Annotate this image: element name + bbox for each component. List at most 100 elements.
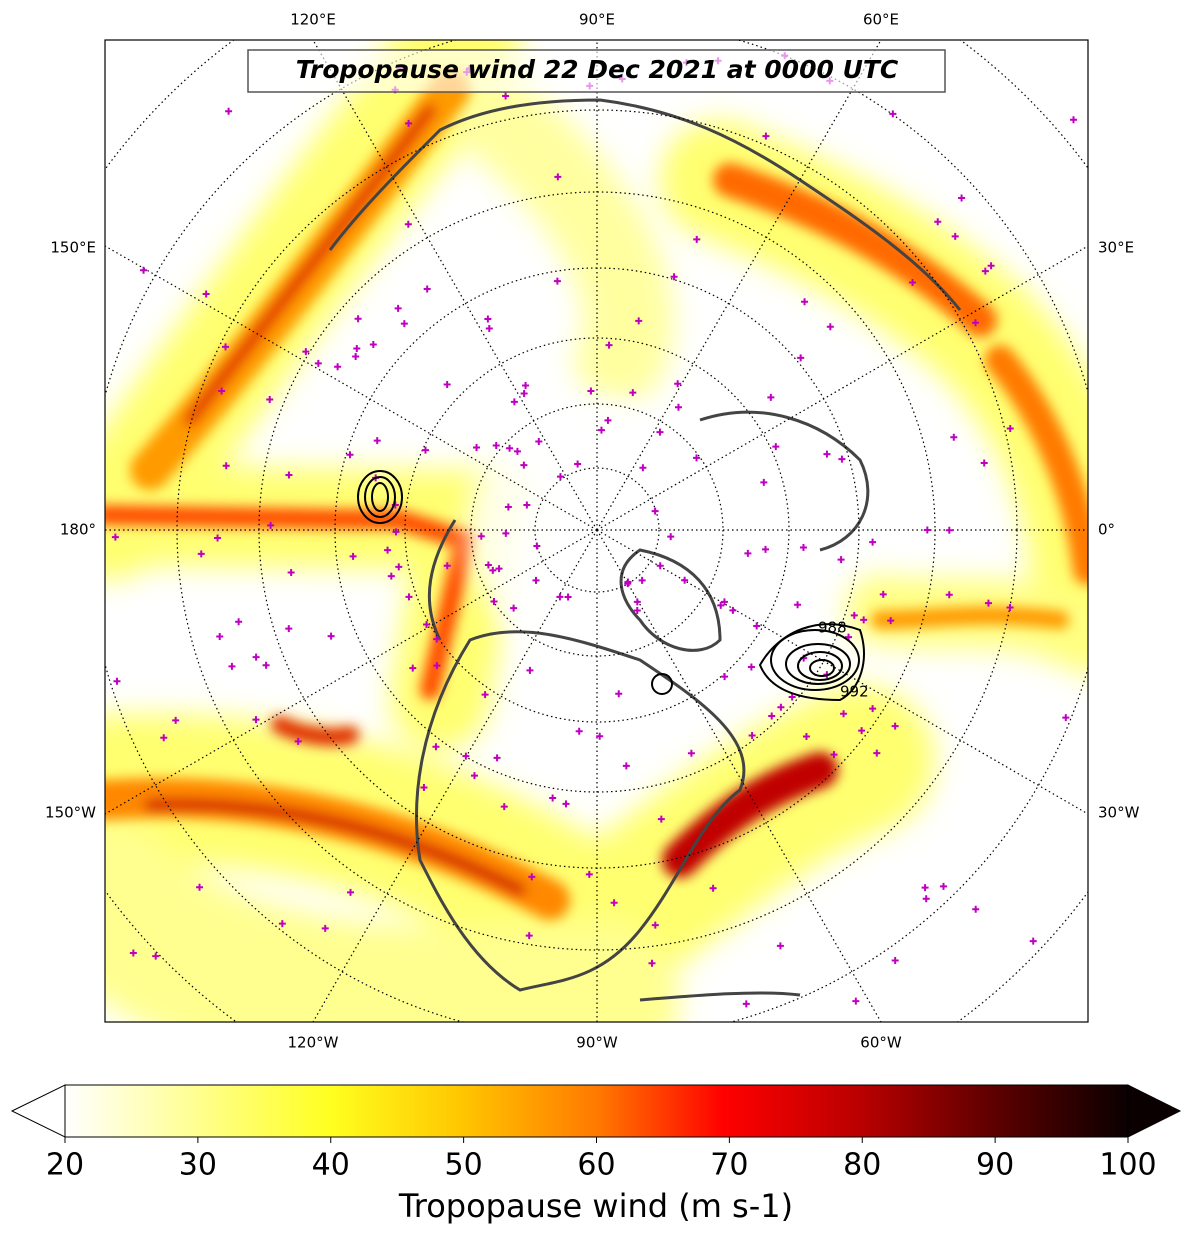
station-marker [945, 591, 953, 599]
station-marker [353, 345, 361, 353]
station-marker [443, 381, 451, 389]
station-marker [981, 267, 989, 275]
station-marker [615, 690, 623, 698]
station-marker [674, 380, 682, 388]
station-marker [484, 561, 492, 569]
station-marker [533, 542, 541, 550]
station-marker [526, 666, 534, 674]
station-marker [742, 1000, 750, 1008]
station-marker [354, 315, 362, 323]
station-marker [502, 92, 510, 100]
station-marker [285, 625, 293, 633]
station-marker [405, 119, 413, 127]
station-marker [492, 442, 500, 450]
station-marker [528, 873, 536, 881]
station-marker [753, 622, 761, 630]
station-marker [744, 549, 752, 557]
contour-label: 992 [840, 683, 869, 701]
longitude-label: 60°E [863, 11, 899, 29]
station-marker [945, 526, 953, 534]
station-marker [432, 743, 440, 751]
station-marker [799, 543, 807, 551]
station-marker [729, 606, 737, 614]
station-marker [638, 576, 646, 584]
station-marker [369, 341, 377, 349]
colorbar-tick-label: 100 [1099, 1148, 1156, 1183]
station-marker [574, 460, 582, 468]
colorbar-extend-max [1127, 1084, 1182, 1138]
station-marker [172, 716, 180, 724]
colorbar-tick-label: 60 [577, 1148, 615, 1183]
graticule [105, 40, 1088, 1022]
station-marker [687, 749, 695, 757]
station-marker [420, 784, 428, 792]
station-marker [987, 262, 995, 270]
station-marker [443, 562, 451, 570]
station-marker [721, 673, 729, 681]
station-marker [950, 433, 958, 441]
station-marker [984, 599, 992, 607]
station-marker [222, 462, 230, 470]
map-title: Tropopause wind 22 Dec 2021 at 0000 UTC [296, 55, 899, 84]
station-marker [909, 278, 917, 286]
station-marker [500, 803, 508, 811]
station-marker [473, 443, 481, 451]
station-marker [657, 815, 665, 823]
colorbar-scale [64, 1084, 1129, 1138]
station-marker [629, 389, 637, 397]
station-marker [635, 317, 643, 325]
title-box [247, 49, 946, 93]
station-marker [433, 635, 441, 643]
station-marker [1006, 603, 1014, 611]
station-marker [850, 611, 858, 619]
station-marker [830, 751, 838, 759]
colorbar-tick-label: 90 [976, 1148, 1014, 1183]
station-marker [400, 320, 408, 328]
station-marker [197, 550, 205, 558]
station-marker [656, 562, 664, 570]
station-marker [556, 473, 564, 481]
longitude-label: 30°E [1098, 239, 1134, 257]
station-marker [651, 921, 659, 929]
station-marker [717, 601, 725, 609]
station-marker [562, 800, 570, 808]
station-marker [214, 534, 222, 542]
station-marker [776, 942, 784, 950]
station-marker [352, 352, 360, 360]
station-marker [405, 593, 413, 601]
station-marker [433, 662, 441, 670]
station-marker [520, 461, 528, 469]
station-marker [860, 616, 868, 624]
station-marker [421, 446, 429, 454]
station-marker [622, 762, 630, 770]
station-marker [218, 387, 226, 395]
station-marker [748, 731, 756, 739]
longitude-label: 120°E [290, 11, 336, 29]
longitude-label: 30°W [1098, 804, 1140, 822]
station-marker [484, 315, 492, 323]
station-marker [610, 899, 618, 907]
colorbar-tick-label: 80 [843, 1148, 881, 1183]
colorbar-tick-label: 70 [710, 1148, 748, 1183]
station-marker [477, 532, 485, 540]
colorbar-tick-label: 50 [445, 1148, 483, 1183]
station-marker [656, 428, 664, 436]
station-marker [681, 576, 689, 584]
station-marker [346, 451, 354, 459]
station-marker [891, 957, 899, 965]
pressure-contours [357, 470, 865, 702]
station-marker [777, 703, 785, 711]
station-marker [462, 752, 470, 760]
station-marker [225, 107, 233, 115]
colorbar-tick-label: 30 [179, 1148, 217, 1183]
station-marker [972, 905, 980, 913]
station-marker [111, 533, 119, 541]
station-marker [802, 733, 810, 741]
station-marker [216, 632, 224, 640]
colorbar-extend-min [10, 1084, 66, 1138]
station-marker [510, 604, 518, 612]
station-marker [837, 556, 845, 564]
station-marker [794, 601, 802, 609]
colorbar-label: Tropopause wind (m s-1) [398, 1187, 793, 1225]
station-marker [222, 343, 230, 351]
